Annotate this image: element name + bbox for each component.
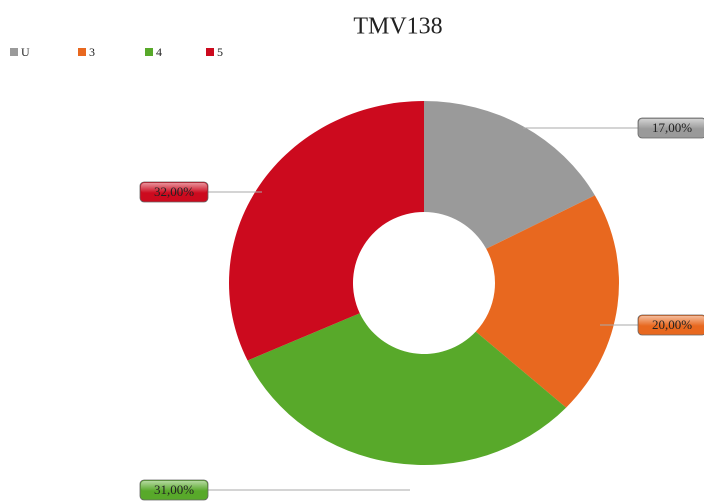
legend-swatch bbox=[78, 48, 86, 56]
chart-title: TMV138 bbox=[353, 14, 442, 40]
donut-slice bbox=[424, 101, 595, 249]
donut-slice bbox=[475, 195, 619, 408]
data-label: 32,00% bbox=[154, 184, 194, 199]
legend-label: 4 bbox=[156, 45, 162, 59]
data-label: 17,00% bbox=[652, 120, 692, 135]
donut-slice bbox=[247, 313, 567, 466]
label-shine bbox=[141, 183, 207, 193]
label-shine bbox=[639, 119, 704, 129]
label-shine bbox=[141, 481, 207, 491]
donut-slice bbox=[229, 101, 424, 361]
legend-label: 3 bbox=[89, 45, 95, 59]
data-label: 31,00% bbox=[154, 482, 194, 497]
legend-label: 5 bbox=[217, 45, 223, 59]
label-shine bbox=[639, 316, 704, 326]
legend-swatch bbox=[10, 48, 18, 56]
data-label: 20,00% bbox=[652, 317, 692, 332]
legend-label: U bbox=[21, 45, 30, 59]
legend-swatch bbox=[145, 48, 153, 56]
legend-swatch bbox=[206, 48, 214, 56]
